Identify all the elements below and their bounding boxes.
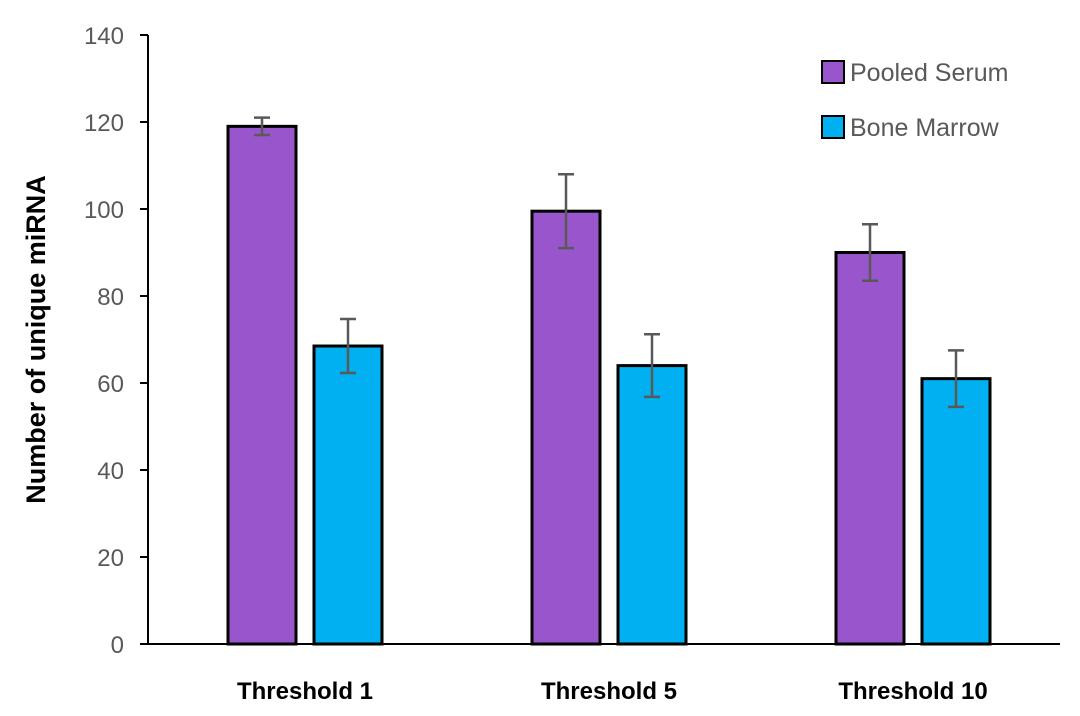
y-tick-label: 0 [111, 632, 124, 659]
error-bar-bone-marrow-threshold-1 [340, 317, 356, 375]
y-tick-label: 80 [97, 284, 124, 311]
error-bar-bone-marrow-threshold-5 [644, 333, 660, 399]
x-category-label: Threshold 5 [541, 678, 677, 705]
legend-label-pooled-serum: Pooled Serum [850, 59, 1008, 87]
bar-pooled-serum-threshold-1 [226, 124, 298, 646]
legend-label-bone-marrow: Bone Marrow [850, 114, 1000, 142]
bar-pooled-serum-threshold-5 [530, 209, 602, 646]
legend-swatch-bone-marrow [821, 115, 845, 139]
y-axis-title: Number of unique miRNA [21, 175, 51, 504]
legend: Pooled Serum Bone Marrow [821, 59, 1008, 142]
x-category-label: Threshold 1 [237, 678, 373, 705]
error-bar-bone-marrow-threshold-10 [948, 349, 964, 409]
error-bar-pooled-serum-threshold-5 [558, 172, 574, 250]
y-tick-label: 140 [84, 23, 124, 50]
error-bars [254, 116, 964, 409]
error-bar-pooled-serum-threshold-10 [862, 222, 878, 283]
y-tick-label: 40 [97, 458, 124, 485]
y-tick-label: 100 [84, 197, 124, 224]
x-category-label: Threshold 10 [838, 678, 987, 705]
bar-bone-marrow-threshold-10 [920, 377, 992, 646]
bars [226, 124, 992, 646]
legend-swatch-pooled-serum [821, 60, 845, 84]
error-bar-pooled-serum-threshold-1 [254, 116, 270, 137]
y-tick-label: 20 [97, 545, 124, 572]
bar-bone-marrow-threshold-1 [312, 344, 384, 646]
y-axis-ticks: 0 20 40 60 80 100 120 140 [84, 23, 148, 659]
x-axis-labels: Threshold 1 Threshold 5 Threshold 10 [237, 678, 988, 705]
bar-bone-marrow-threshold-5 [616, 364, 688, 646]
y-tick-label: 120 [84, 110, 124, 137]
y-tick-label: 60 [97, 371, 124, 398]
bar-pooled-serum-threshold-10 [834, 251, 906, 646]
